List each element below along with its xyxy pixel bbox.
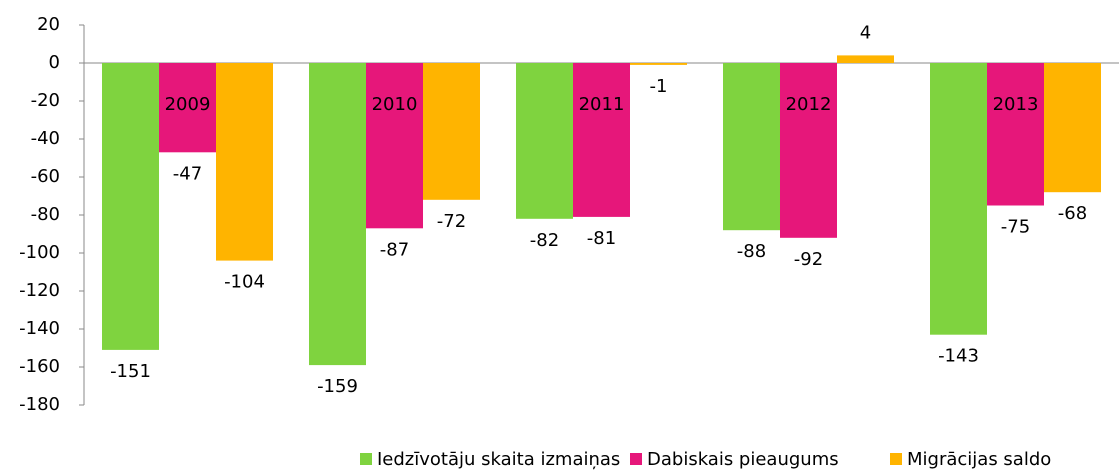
data-label: -88 — [737, 241, 766, 262]
y-tick-label: -160 — [19, 356, 60, 377]
bar — [573, 63, 630, 217]
x-tick-label: 2011 — [579, 94, 625, 115]
data-label: -87 — [380, 239, 409, 260]
data-label: -1 — [650, 76, 668, 97]
bar — [423, 63, 480, 200]
y-tick-label: -100 — [19, 242, 60, 263]
legend-swatch — [630, 453, 642, 465]
x-tick-label: 2010 — [372, 94, 418, 115]
bar — [630, 63, 687, 65]
legend-label: Iedzīvotāju skaita izmaiņas — [377, 449, 620, 470]
x-tick-label: 2012 — [786, 94, 832, 115]
data-label: -68 — [1058, 203, 1087, 224]
bar — [780, 63, 837, 238]
data-label: -81 — [587, 228, 616, 249]
y-tick-label: -180 — [19, 394, 60, 415]
bar — [930, 63, 987, 335]
y-tick-label: -120 — [19, 280, 60, 301]
bar — [837, 55, 894, 63]
y-tick-label: -40 — [31, 128, 60, 149]
y-tick-label: 0 — [49, 52, 60, 73]
y-tick-label: -60 — [31, 166, 60, 187]
data-label: -92 — [794, 249, 823, 270]
data-label: -47 — [173, 163, 202, 184]
bar — [309, 63, 366, 366]
legend-label: Migrācijas saldo — [907, 449, 1051, 470]
bar — [366, 63, 423, 229]
data-label: 4 — [860, 22, 871, 43]
data-label: -143 — [938, 346, 979, 367]
data-label: -104 — [224, 272, 265, 293]
bar — [159, 63, 216, 153]
y-tick-label: -20 — [31, 90, 60, 111]
legend-swatch — [360, 453, 372, 465]
bar — [516, 63, 573, 219]
legend-swatch — [890, 453, 902, 465]
bar — [1044, 63, 1101, 193]
y-tick-label: -80 — [31, 204, 60, 225]
y-tick-label: -140 — [19, 318, 60, 339]
data-label: -72 — [437, 211, 466, 232]
data-label: -159 — [317, 376, 358, 397]
bar — [102, 63, 159, 350]
data-label: -82 — [530, 230, 559, 251]
data-label: -151 — [110, 361, 151, 382]
data-label: -75 — [1001, 217, 1030, 238]
y-tick-label: 20 — [37, 14, 60, 35]
legend-label: Dabiskais pieaugums — [647, 449, 839, 470]
x-tick-label: 2013 — [993, 94, 1039, 115]
x-tick-label: 2009 — [165, 94, 211, 115]
bar — [723, 63, 780, 231]
bar — [216, 63, 273, 261]
bar — [987, 63, 1044, 206]
